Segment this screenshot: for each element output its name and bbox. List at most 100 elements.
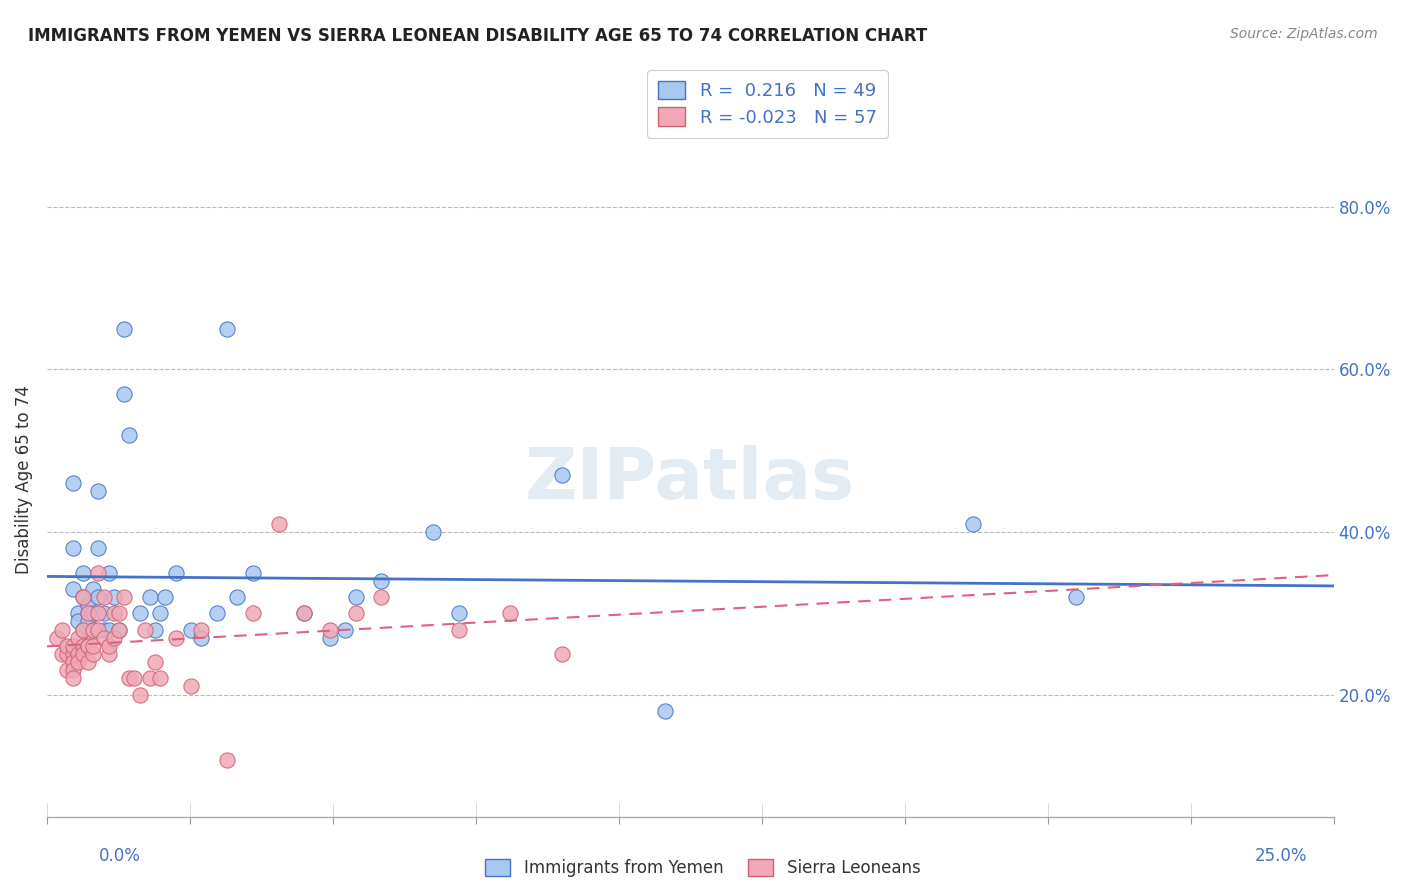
Point [72, 647, 94, 661]
Point [180, 623, 202, 637]
Text: 25.0%: 25.0% [1256, 847, 1308, 865]
Point [82, 647, 104, 661]
Point [226, 590, 249, 604]
Point [97, 566, 120, 580]
Point [72, 623, 94, 637]
Point [128, 688, 150, 702]
Point [46, 631, 69, 645]
Point [118, 427, 141, 442]
Point [77, 655, 100, 669]
Point [87, 607, 110, 621]
Point [77, 607, 100, 621]
Point [143, 655, 166, 669]
Point [344, 607, 367, 621]
Point [62, 655, 84, 669]
Point [134, 623, 156, 637]
Point [72, 590, 94, 604]
Point [77, 615, 100, 629]
Point [108, 623, 131, 637]
Point [654, 704, 676, 718]
Point [82, 623, 104, 637]
Point [62, 671, 84, 685]
Point [82, 623, 104, 637]
Point [128, 607, 150, 621]
Point [87, 541, 110, 556]
Point [72, 623, 94, 637]
Point [97, 639, 120, 653]
Point [143, 623, 166, 637]
Point [103, 607, 125, 621]
Point [267, 516, 290, 531]
Point [72, 590, 94, 604]
Point [66, 631, 89, 645]
Point [422, 524, 444, 539]
Point [550, 647, 572, 661]
Point [118, 671, 141, 685]
Point [180, 680, 202, 694]
Point [87, 623, 110, 637]
Text: 0.0%: 0.0% [98, 847, 141, 865]
Point [62, 582, 84, 596]
Point [62, 476, 84, 491]
Point [292, 607, 315, 621]
Point [447, 607, 470, 621]
Point [77, 607, 100, 621]
Point [370, 590, 392, 604]
Point [97, 647, 120, 661]
Point [139, 590, 162, 604]
Point [82, 639, 104, 653]
Point [66, 647, 89, 661]
Point [93, 607, 115, 621]
Point [499, 607, 522, 621]
Point [165, 631, 187, 645]
Point [62, 639, 84, 653]
Point [215, 753, 238, 767]
Point [155, 590, 177, 604]
Point [103, 590, 125, 604]
Legend: Immigrants from Yemen, Sierra Leoneans: Immigrants from Yemen, Sierra Leoneans [479, 852, 927, 884]
Point [62, 541, 84, 556]
Point [550, 468, 572, 483]
Point [72, 639, 94, 653]
Point [319, 631, 342, 645]
Point [56, 663, 79, 677]
Point [242, 566, 264, 580]
Point [108, 623, 131, 637]
Point [215, 322, 238, 336]
Point [77, 639, 100, 653]
Point [62, 647, 84, 661]
Point [190, 631, 212, 645]
Point [319, 623, 342, 637]
Point [66, 615, 89, 629]
Point [87, 484, 110, 499]
Point [190, 623, 212, 637]
Point [62, 663, 84, 677]
Point [87, 590, 110, 604]
Point [56, 647, 79, 661]
Text: IMMIGRANTS FROM YEMEN VS SIERRA LEONEAN DISABILITY AGE 65 TO 74 CORRELATION CHAR: IMMIGRANTS FROM YEMEN VS SIERRA LEONEAN … [28, 27, 928, 45]
Point [103, 631, 125, 645]
Point [242, 607, 264, 621]
Point [447, 623, 470, 637]
Point [87, 566, 110, 580]
Legend: R =  0.216   N = 49, R = -0.023   N = 57: R = 0.216 N = 49, R = -0.023 N = 57 [647, 70, 887, 137]
Y-axis label: Disability Age 65 to 74: Disability Age 65 to 74 [15, 384, 32, 574]
Point [108, 607, 131, 621]
Point [292, 607, 315, 621]
Point [97, 623, 120, 637]
Point [82, 582, 104, 596]
Point [335, 623, 357, 637]
Point [93, 590, 115, 604]
Point [82, 607, 104, 621]
Point [165, 566, 187, 580]
Point [112, 387, 135, 401]
Point [112, 322, 135, 336]
Point [51, 647, 73, 661]
Point [205, 607, 228, 621]
Point [77, 598, 100, 612]
Point [344, 590, 367, 604]
Point [370, 574, 392, 588]
Point [77, 639, 100, 653]
Text: ZIPatlas: ZIPatlas [526, 445, 855, 514]
Point [149, 671, 172, 685]
